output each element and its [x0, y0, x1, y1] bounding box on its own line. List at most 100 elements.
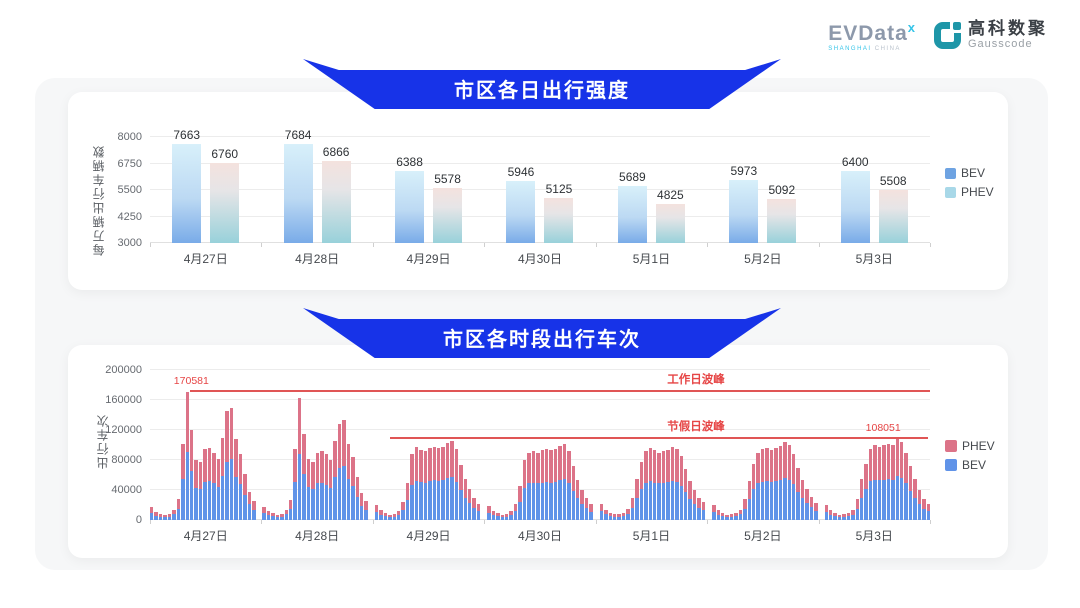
chart1-axis-tick — [930, 243, 931, 247]
stacked-bar — [644, 451, 648, 520]
stacked-bar — [364, 501, 368, 520]
bev-segment — [355, 496, 360, 520]
stacked-bar — [509, 511, 513, 520]
bev-segment — [635, 497, 639, 520]
bev-segment — [926, 511, 931, 520]
stacked-bar — [185, 392, 189, 520]
stacked-bar — [342, 420, 346, 520]
stacked-bar — [189, 430, 194, 520]
stacked-bar — [675, 448, 679, 520]
bev-segment — [450, 477, 454, 520]
chart1-xlabel: 5月3日 — [855, 252, 893, 266]
phev-segment — [181, 444, 185, 479]
phev-segment — [778, 445, 783, 481]
bev-segment — [626, 514, 630, 520]
phev-segment — [229, 407, 234, 460]
phev-segment — [846, 512, 851, 516]
chart2-ytick-label: 0 — [135, 514, 142, 526]
bev-segment — [544, 481, 549, 520]
bev-segment — [428, 481, 432, 520]
phev-segment — [189, 430, 194, 472]
phev-segment — [302, 433, 306, 474]
chart2-axis-tick — [484, 520, 486, 524]
phev-segment — [738, 509, 743, 515]
bev-segment — [397, 515, 401, 520]
stacked-bar — [712, 505, 716, 520]
bev-segment — [868, 481, 873, 520]
phev-segment — [289, 499, 293, 510]
bev-segment — [540, 482, 544, 520]
stacked-bar — [873, 445, 877, 520]
stacked-bar — [163, 514, 167, 520]
phev-bar-fill — [767, 198, 797, 243]
stacked-bar — [167, 514, 172, 520]
stacked-bar — [150, 507, 154, 520]
chart2-xaxis-labels: 4月27日 4月28日 4月29日 4月30日 5月1日 5月2日 5月3日 — [150, 527, 930, 544]
stacked-bar — [891, 445, 895, 520]
stacked-bar — [328, 460, 333, 520]
stacked-bar — [688, 481, 692, 520]
chart1-axis-tick — [484, 243, 486, 247]
chart1-bars: 7663 6760 7684 6866 6388 5578 5946 5125 5689 4825… — [150, 128, 930, 243]
bev-segment — [346, 478, 351, 520]
bev-bar-fill — [395, 171, 425, 243]
stacked-bar — [374, 505, 379, 520]
phev-segment — [207, 448, 212, 481]
bev-segment — [899, 478, 904, 520]
bev-segment — [855, 508, 860, 520]
phev-segment — [476, 503, 481, 511]
phev-segment — [584, 498, 589, 508]
bev-segment — [617, 516, 621, 520]
bev-segment — [648, 481, 652, 520]
stacked-bar — [899, 442, 904, 520]
phev-bar: 5092 — [767, 183, 797, 243]
daily-intensity-card: 每万辆出行车辆数 3000 4250 5500 6750 8000 7663 6760 768… — [68, 92, 1008, 290]
bev-segment — [783, 478, 787, 520]
bev-bar-fill — [840, 170, 870, 243]
stacked-bar — [604, 509, 608, 520]
stacked-bar — [216, 458, 220, 520]
phev-segment — [860, 478, 864, 498]
stacked-bar — [176, 499, 181, 520]
phev-segment — [747, 481, 752, 499]
bev-segment — [252, 509, 256, 520]
stacked-bar — [791, 454, 796, 520]
stacked-bar — [904, 452, 908, 520]
chart1-xaxis-labels: 4月27日 4月28日 4月29日 4月30日 5月1日 5月2日 5月3日 — [150, 250, 930, 267]
stacked-bar — [778, 445, 783, 520]
stacked-bar — [738, 509, 743, 520]
bev-segment — [405, 499, 410, 520]
bev-bar: 5689 — [617, 170, 647, 243]
bev-segment — [913, 497, 917, 520]
stacked-bar — [617, 514, 621, 520]
bev-segment — [275, 517, 280, 520]
phev-segment — [769, 449, 774, 482]
bev-segment — [697, 508, 701, 520]
stacked-bar — [428, 448, 432, 520]
chart1-title-banner: 市区各日出行强度 — [303, 59, 781, 109]
stacked-bar — [635, 478, 639, 520]
bev-segment — [652, 482, 657, 520]
stacked-bar — [225, 411, 229, 520]
phev-segment — [809, 496, 814, 508]
stacked-bar — [769, 449, 774, 520]
bev-segment — [765, 481, 769, 520]
bev-segment — [608, 515, 612, 520]
stacked-bar — [522, 460, 527, 520]
bev-segment — [280, 516, 284, 520]
stacked-bar — [580, 490, 584, 520]
phev-bar: 6866 — [321, 145, 351, 243]
legend-item-phev: PHEV — [945, 439, 995, 453]
bev-segment — [873, 479, 877, 520]
bev-segment — [491, 515, 496, 520]
chart2-day-group — [374, 370, 481, 520]
bev-segment — [712, 511, 716, 520]
phev-segment — [351, 457, 355, 487]
phev-segment — [877, 446, 882, 481]
bev-segment — [221, 475, 225, 520]
phev-segment — [908, 466, 913, 491]
phev-segment — [608, 512, 612, 516]
stacked-bar — [491, 511, 496, 520]
bev-segment — [351, 486, 355, 520]
bev-segment — [760, 481, 765, 520]
